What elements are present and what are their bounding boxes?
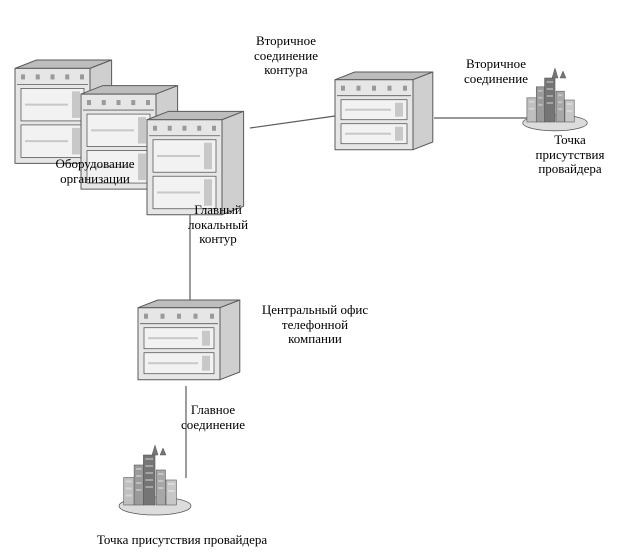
- secondary_office: [335, 72, 433, 150]
- org_equipment: [15, 60, 244, 215]
- pop_right-label: Точка присутствия провайдера: [536, 133, 605, 178]
- central_office-label: Центральный офис телефонной компании: [262, 303, 368, 348]
- diagram-stage: Оборудование организации Центральный офис…: [0, 0, 620, 557]
- pop_bottom-label: Точка присутствия провайдера: [97, 533, 267, 548]
- pop_right: [523, 68, 587, 131]
- e3-label: Главный локальный контур: [188, 203, 248, 248]
- e2-label: Вторичное соединение: [464, 57, 528, 87]
- org_equipment-label: Оборудование организации: [55, 157, 134, 187]
- pop_bottom: [119, 445, 191, 515]
- central_office: [138, 300, 240, 380]
- e4-label: Главное соединение: [181, 403, 245, 433]
- e1-label: Вторичное соединение контура: [254, 34, 318, 79]
